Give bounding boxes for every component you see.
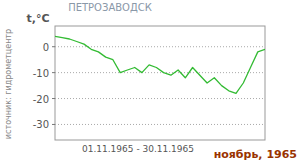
x-label: 01.11.1965 - 30.11.1965 (82, 144, 194, 154)
tick (52, 46, 55, 47)
tick (52, 98, 55, 99)
caption: ноябрь, 1965 (214, 148, 297, 160)
y-tick-label: -10 (33, 68, 49, 79)
y-tick-label: -30 (33, 119, 49, 130)
y-tick-label: 0 (43, 42, 49, 53)
title: ПЕТРОЗАВОДСК (68, 2, 152, 13)
plot-frame (55, 26, 265, 140)
y-tick-label: -20 (33, 94, 49, 105)
source: источник: гидрометцентр (4, 29, 13, 139)
tick (52, 72, 55, 73)
y-label: t,°C (26, 12, 49, 25)
grid-line (55, 98, 265, 99)
grid-line (55, 72, 265, 73)
line (55, 36, 265, 93)
plot-area (55, 36, 265, 93)
tick (52, 124, 55, 125)
grid-line (55, 124, 265, 125)
chart: ПЕТРОЗАВОДСК t,°C источник: гидрометцентр -… (0, 0, 300, 160)
